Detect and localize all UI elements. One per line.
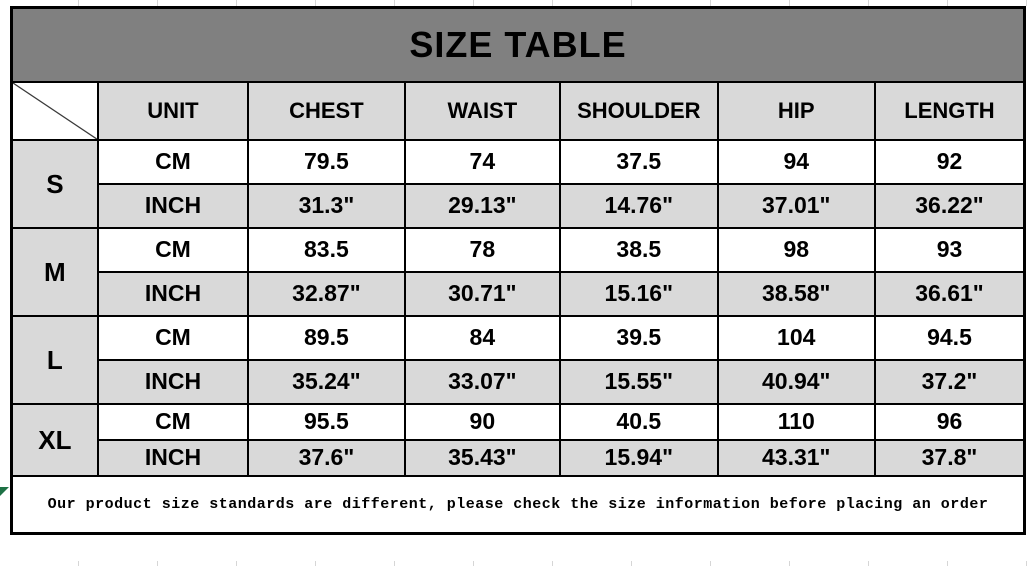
measurement-value: 37.5	[559, 138, 719, 185]
size-table: SIZE TABLE UNIT CHEST WAIST SHOULDER HIP…	[10, 6, 1026, 535]
measurement-value: 40.94"	[716, 358, 876, 405]
measurement-value: 104	[716, 314, 876, 361]
unit-label: INCH	[96, 438, 250, 477]
measurement-value: 43.31"	[716, 438, 876, 477]
measurement-value: 37.01"	[716, 182, 876, 229]
unit-label: CM	[96, 402, 250, 441]
excel-corner-marker-icon	[0, 487, 9, 496]
col-header-hip: HIP	[716, 80, 876, 141]
measurement-value: 33.07"	[403, 358, 562, 405]
unit-label: INCH	[96, 358, 250, 405]
table-row: M CM 83.5 78 38.5 98 93	[10, 226, 1026, 317]
measurement-value: 37.8"	[873, 438, 1026, 477]
measurement-value: 89.5	[247, 314, 406, 361]
size-note: Our product size standards are different…	[10, 474, 1026, 535]
size-label-l: L	[10, 314, 99, 405]
unit-label: INCH	[96, 270, 250, 317]
measurement-value: 95.5	[247, 402, 406, 441]
measurement-value: 29.13"	[403, 182, 562, 229]
measurement-value: 110	[716, 402, 876, 441]
measurement-value: 36.22"	[873, 182, 1026, 229]
table-row: L CM 89.5 84 39.5 104 94.5	[10, 314, 1026, 405]
table-row: INCH 31.3" 29.13" 14.76" 37.01" 36.22"	[12, 182, 1026, 229]
diagonal-corner-cell	[10, 80, 99, 141]
measurement-value: 37.2"	[873, 358, 1026, 405]
unit-label: CM	[96, 226, 250, 273]
spreadsheet-gridline-strip-top	[0, 0, 1036, 6]
measurement-value: 93	[873, 226, 1026, 273]
measurement-value: 39.5	[559, 314, 719, 361]
unit-label: CM	[96, 138, 250, 185]
measurement-value: 98	[716, 226, 876, 273]
col-header-shoulder: SHOULDER	[559, 80, 719, 141]
table-row: S CM 79.5 74 37.5 94 92	[10, 138, 1026, 229]
measurement-value: 15.55"	[559, 358, 719, 405]
measurement-value: 84	[403, 314, 562, 361]
measurement-value: 35.43"	[403, 438, 562, 477]
measurement-value: 96	[873, 402, 1026, 441]
measurement-value: 38.58"	[716, 270, 876, 317]
col-header-length: LENGTH	[873, 80, 1026, 141]
measurement-value: 74	[403, 138, 562, 185]
unit-label: CM	[96, 314, 250, 361]
measurement-value: 36.61"	[873, 270, 1026, 317]
size-label-xl: XL	[10, 402, 99, 477]
measurement-value: 15.16"	[559, 270, 719, 317]
measurement-value: 38.5	[559, 226, 719, 273]
table-row: INCH 37.6" 35.43" 15.94" 43.31" 37.8"	[12, 438, 1026, 477]
measurement-value: 79.5	[247, 138, 406, 185]
measurement-value: 78	[403, 226, 562, 273]
col-header-waist: WAIST	[403, 80, 562, 141]
table-row: INCH 35.24" 33.07" 15.55" 40.94" 37.2"	[12, 358, 1026, 405]
measurement-value: 32.87"	[247, 270, 406, 317]
diagonal-line	[13, 82, 97, 139]
measurement-value: 94	[716, 138, 876, 185]
measurement-value: 31.3"	[247, 182, 406, 229]
table-row: XL CM 95.5 90 40.5 110 96	[10, 402, 1026, 477]
col-header-chest: CHEST	[247, 80, 406, 141]
measurement-value: 37.6"	[247, 438, 406, 477]
page-title: SIZE TABLE	[10, 6, 1026, 83]
measurement-value: 92	[873, 138, 1026, 185]
size-label-m: M	[10, 226, 99, 317]
measurement-value: 15.94"	[559, 438, 719, 477]
measurement-value: 35.24"	[247, 358, 406, 405]
unit-label: INCH	[96, 182, 250, 229]
measurement-value: 94.5	[873, 314, 1026, 361]
measurement-value: 83.5	[247, 226, 406, 273]
measurement-value: 14.76"	[559, 182, 719, 229]
size-label-s: S	[10, 138, 99, 229]
col-header-unit: UNIT	[96, 80, 250, 141]
measurement-value: 40.5	[559, 402, 719, 441]
measurement-value: 30.71"	[403, 270, 562, 317]
spreadsheet-gridline-strip-bottom	[0, 561, 1036, 566]
table-row: INCH 32.87" 30.71" 15.16" 38.58" 36.61"	[12, 270, 1026, 317]
measurement-value: 90	[403, 402, 562, 441]
